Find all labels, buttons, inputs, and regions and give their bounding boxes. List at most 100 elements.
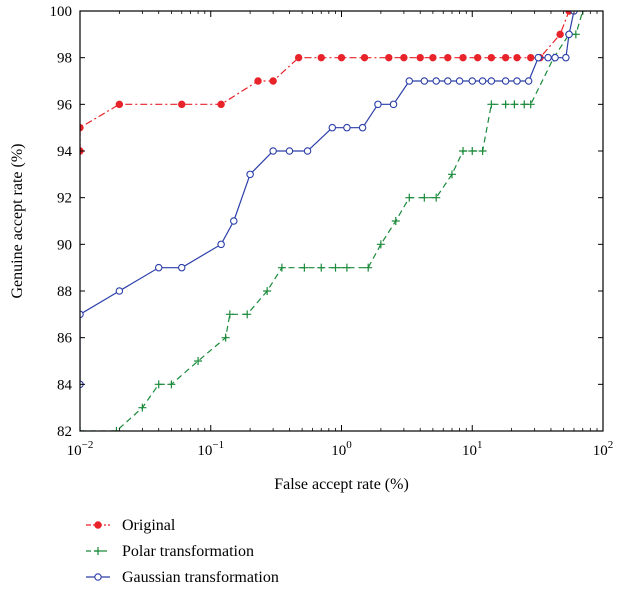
- data-point-original: [337, 53, 346, 62]
- data-point-gaussian-transformation: [534, 53, 543, 62]
- data-point-polar-transformation: [317, 263, 326, 272]
- data-point-original: [178, 100, 186, 109]
- legend-label-polar-transformation: Polar transformation: [122, 543, 254, 560]
- data-point-gaussian-transformation: [544, 53, 552, 62]
- data-point-original: [487, 53, 496, 62]
- data-point-polar-transformation: [571, 30, 580, 39]
- data-point-polar-transformation: [478, 147, 487, 155]
- data-point-gaussian-transformation: [246, 170, 254, 179]
- data-point-gaussian-transformation: [389, 100, 398, 109]
- y-tick-label: 88: [57, 284, 72, 300]
- data-point-original: [501, 53, 510, 62]
- series-line-gaussian-transformation: [80, 11, 575, 385]
- x-tick-label: 10−1: [197, 439, 224, 459]
- data-point-gaussian-transformation: [177, 263, 186, 272]
- data-point-gaussian-transformation: [565, 30, 573, 39]
- plot-area-frame: [79, 10, 604, 432]
- x-tick-label: 100: [331, 439, 352, 459]
- legend-marker-polar-transformation: [94, 547, 102, 555]
- data-point-polar-transformation: [263, 287, 272, 295]
- data-point-polar-transformation: [376, 240, 385, 249]
- data-point-original: [254, 77, 262, 85]
- data-point-polar-transformation: [221, 333, 230, 342]
- data-point-polar-transformation: [167, 380, 176, 389]
- data-point-original: [416, 53, 424, 62]
- series-line-polar-transformation: [80, 11, 584, 431]
- y-tick-label: 94: [57, 144, 73, 160]
- y-tick-label: 82: [57, 424, 72, 440]
- data-point-polar-transformation: [501, 100, 510, 109]
- data-point-gaussian-transformation: [269, 147, 277, 155]
- data-point-original: [269, 77, 277, 85]
- legend: Original Polar transformation Gaussian tra…: [86, 517, 279, 586]
- data-point-gaussian-transformation: [285, 147, 294, 155]
- data-point-polar-transformation: [225, 310, 234, 319]
- data-point-original: [527, 53, 535, 62]
- y-tick-label: 98: [57, 51, 72, 67]
- data-point-gaussian-transformation: [455, 77, 464, 85]
- data-point-original: [459, 53, 467, 62]
- y-tick-label: 90: [57, 237, 72, 253]
- y-tick-label: 86: [57, 331, 73, 347]
- y-axis-label: Genuine accept rate (%): [9, 143, 26, 298]
- data-point-original: [444, 53, 452, 62]
- data-point-gaussian-transformation: [501, 77, 510, 85]
- data-point-polar-transformation: [154, 380, 163, 389]
- legend-label-gaussian-transformation: Gaussian transformation: [122, 569, 279, 586]
- data-point-original: [385, 53, 393, 62]
- data-point-gaussian-transformation: [524, 77, 533, 85]
- data-point-gaussian-transformation: [420, 77, 429, 85]
- data-point-polar-transformation: [277, 263, 286, 272]
- data-point-original: [556, 30, 564, 39]
- data-point-original: [294, 53, 303, 62]
- data-point-gaussian-transformation: [303, 147, 312, 155]
- data-point-gaussian-transformation: [551, 53, 559, 62]
- data-point-gaussian-transformation: [154, 263, 163, 272]
- data-point-original: [217, 100, 225, 109]
- data-point-polar-transformation: [300, 263, 309, 272]
- data-point-gaussian-transformation: [230, 217, 238, 225]
- data-point-gaussian-transformation: [374, 100, 382, 109]
- legend-marker-gaussian-transformation: [94, 573, 102, 581]
- legend-label-original: Original: [122, 517, 176, 534]
- y-tick-label: 100: [50, 4, 73, 20]
- data-point-gaussian-transformation: [405, 77, 414, 85]
- data-point-gaussian-transformation: [217, 240, 225, 249]
- y-tick-label: 84: [57, 377, 73, 393]
- data-point-gaussian-transformation: [444, 77, 452, 85]
- data-point-polar-transformation: [447, 170, 456, 179]
- data-point-polar-transformation: [364, 263, 373, 272]
- legend-marker-original: [94, 521, 102, 529]
- data-point-polar-transformation: [391, 217, 400, 225]
- data-point-polar-transformation: [138, 403, 147, 412]
- data-point-gaussian-transformation: [328, 123, 337, 132]
- data-point-polar-transformation: [526, 100, 535, 109]
- x-tick-label: 101: [462, 439, 483, 459]
- data-point-gaussian-transformation: [478, 77, 487, 85]
- data-point-original: [400, 53, 408, 62]
- data-point-gaussian-transformation: [468, 77, 476, 85]
- data-point-polar-transformation: [420, 193, 429, 202]
- data-point-polar-transformation: [432, 193, 441, 202]
- data-point-gaussian-transformation: [115, 287, 124, 295]
- data-point-polar-transformation: [194, 357, 203, 365]
- data-point-original: [360, 53, 369, 62]
- data-point-polar-transformation: [331, 263, 340, 272]
- data-point-gaussian-transformation: [432, 77, 440, 85]
- data-point-original: [429, 53, 437, 62]
- data-point-original: [473, 53, 482, 62]
- y-tick-label: 96: [57, 97, 73, 113]
- data-point-original: [513, 53, 521, 62]
- x-axis-label: False accept rate (%): [274, 476, 409, 493]
- data-point-polar-transformation: [405, 193, 414, 202]
- data-point-polar-transformation: [487, 100, 496, 109]
- data-point-gaussian-transformation: [513, 77, 521, 85]
- data-point-polar-transformation: [342, 263, 351, 272]
- x-tick-label: 10−2: [67, 439, 94, 459]
- data-point-polar-transformation: [468, 147, 477, 155]
- data-point-polar-transformation: [459, 147, 468, 155]
- data-point-gaussian-transformation: [562, 53, 570, 62]
- data-point-gaussian-transformation: [343, 123, 351, 132]
- data-point-gaussian-transformation: [487, 77, 496, 85]
